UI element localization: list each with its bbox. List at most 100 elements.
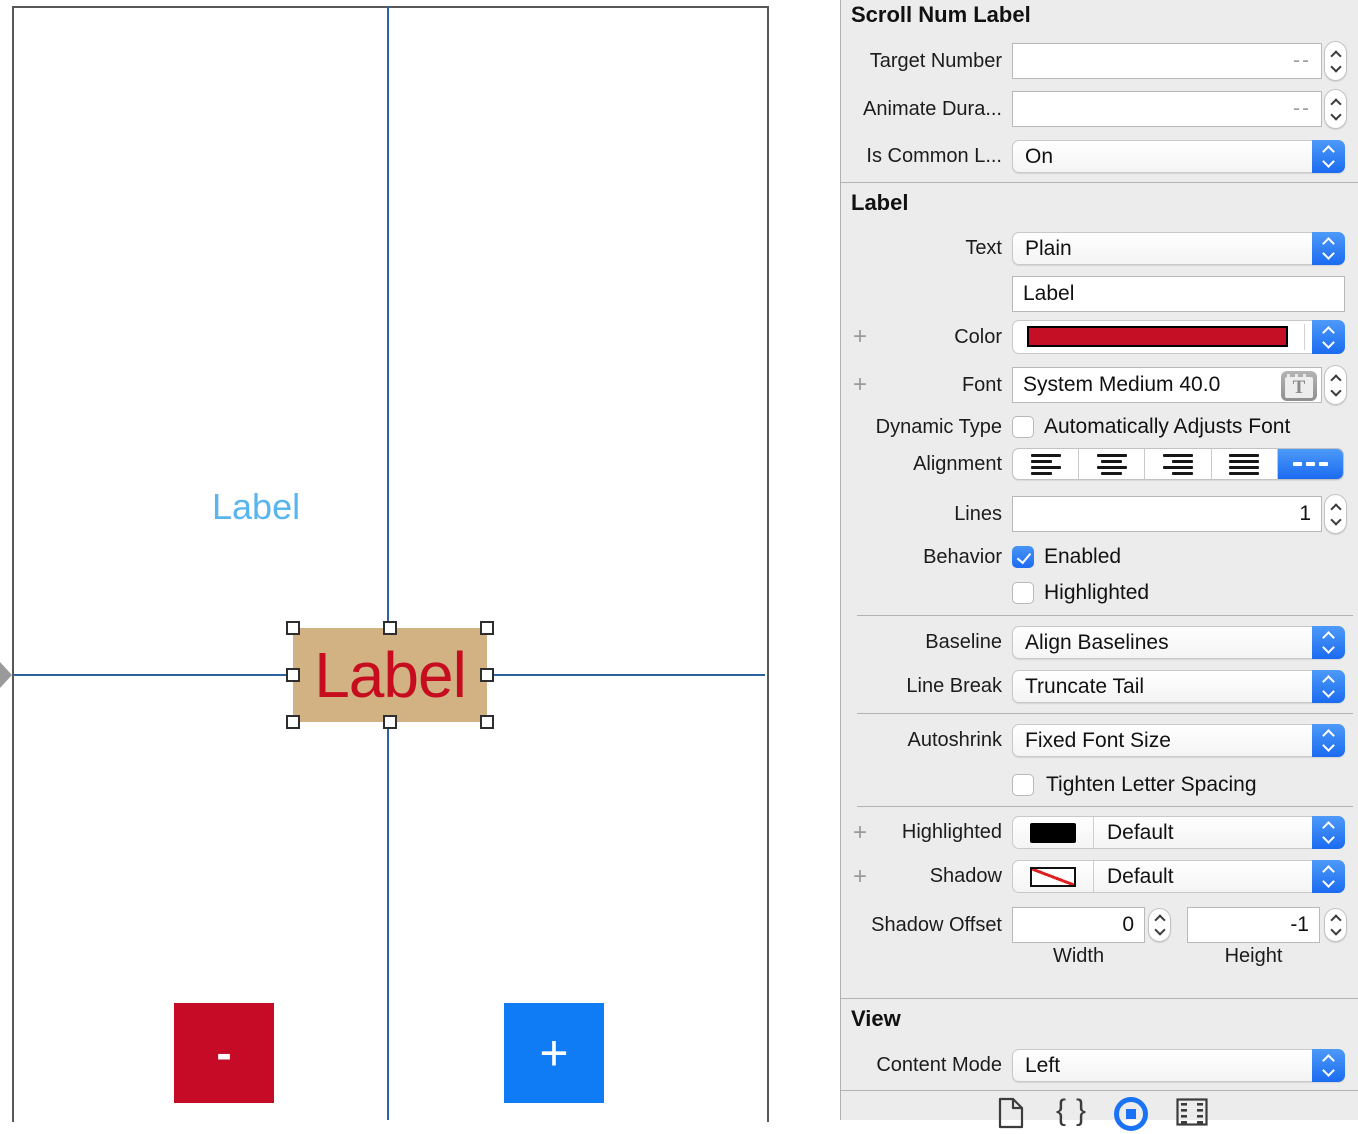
line-break-value: Truncate Tail — [1025, 674, 1145, 698]
font-picker-icon[interactable]: T — [1281, 371, 1317, 401]
stepper-down-icon — [1329, 513, 1342, 526]
text-type-value: Plain — [1025, 236, 1072, 260]
section-header-view: View — [851, 1006, 901, 1031]
stepper-up-icon — [1329, 97, 1342, 110]
shadow-offset-height-field[interactable] — [1187, 907, 1320, 943]
resize-handle-e[interactable] — [480, 668, 494, 682]
storyboard-canvas[interactable] — [12, 6, 769, 1122]
dropdown-chevrons-icon — [1312, 320, 1345, 354]
add-variation-button[interactable]: + — [853, 863, 868, 890]
content-mode-dropdown[interactable]: Left — [1012, 1049, 1345, 1082]
font-size-stepper[interactable] — [1324, 365, 1347, 405]
row-text: Text Plain — [841, 232, 1358, 265]
resize-handle-nw[interactable] — [286, 621, 300, 635]
canvas-arrow-icon — [0, 662, 12, 688]
canvas-ghost-label[interactable]: Label — [212, 486, 301, 527]
color-label: Color — [954, 326, 1002, 348]
stepper-down-icon — [1329, 60, 1342, 73]
label-text-field[interactable] — [1012, 276, 1345, 312]
resize-handle-s[interactable] — [383, 715, 397, 729]
row-line-break: Line Break Truncate Tail — [841, 670, 1358, 703]
size-inspector-icon[interactable] — [1176, 1098, 1208, 1131]
lines-label: Lines — [954, 503, 1002, 525]
add-variation-button[interactable]: + — [853, 323, 868, 350]
dynamic-type-checkbox-label: Automatically Adjusts Font — [1044, 415, 1291, 438]
stepper-down-icon — [1153, 924, 1166, 936]
alignment-label: Alignment — [913, 453, 1002, 475]
enabled-checkbox[interactable] — [1012, 546, 1034, 568]
align-right-icon[interactable] — [1145, 449, 1212, 479]
row-behavior-enabled: Behavior Enabled — [841, 545, 1358, 569]
lines-stepper[interactable] — [1324, 494, 1347, 534]
is-common-dropdown[interactable]: On — [1012, 140, 1345, 173]
selected-label-view[interactable]: Label — [286, 621, 494, 729]
dropdown-chevrons-icon — [1312, 816, 1345, 849]
highlighted-checkbox[interactable] — [1012, 582, 1034, 604]
row-animate-duration: Animate Dura... — [841, 89, 1358, 129]
color-well[interactable] — [1013, 861, 1094, 892]
section-divider — [841, 182, 1358, 183]
shadow-color-control[interactable]: Default — [1012, 860, 1345, 893]
minus-button[interactable]: - — [174, 1003, 274, 1103]
resize-handle-w[interactable] — [286, 668, 300, 682]
dropdown-chevrons-icon — [1312, 626, 1345, 659]
shadow-offset-width-field[interactable] — [1012, 907, 1145, 943]
black-swatch — [1030, 822, 1076, 843]
dropdown-chevrons-icon — [1312, 860, 1345, 893]
quick-help-icon[interactable]: { } — [1056, 1094, 1089, 1127]
file-inspector-icon[interactable] — [998, 1097, 1024, 1134]
row-tighten: Tighten Letter Spacing — [841, 773, 1358, 797]
dynamic-type-checkbox[interactable] — [1012, 416, 1034, 438]
align-justified-icon[interactable] — [1212, 449, 1278, 479]
animate-duration-stepper[interactable] — [1324, 89, 1347, 129]
lines-field[interactable] — [1012, 496, 1322, 532]
row-behavior-highlighted: Highlighted — [841, 581, 1358, 605]
text-type-dropdown[interactable]: Plain — [1012, 232, 1345, 265]
highlighted-color-control[interactable]: Default — [1012, 816, 1345, 849]
resize-handle-n[interactable] — [383, 621, 397, 635]
shadow-width-stepper[interactable] — [1148, 908, 1171, 942]
content-mode-value: Left — [1025, 1053, 1061, 1077]
section-header-custom: Scroll Num Label — [851, 2, 1031, 27]
highlighted-color-label: Highlighted — [901, 821, 1002, 843]
row-autoshrink: Autoshrink Fixed Font Size — [841, 724, 1358, 757]
clear-color-swatch — [1030, 866, 1076, 887]
row-target-number: Target Number — [841, 41, 1358, 81]
behavior-label: Behavior — [923, 546, 1002, 568]
row-shadow-color: + Shadow Default — [841, 860, 1358, 893]
text-color-well[interactable] — [1012, 320, 1345, 354]
line-break-label: Line Break — [906, 675, 1002, 697]
selected-label-text[interactable]: Label — [293, 628, 487, 722]
tighten-letter-spacing-checkbox[interactable] — [1012, 774, 1034, 796]
tighten-letter-spacing-label: Tighten Letter Spacing — [1046, 773, 1257, 796]
animate-duration-field[interactable] — [1012, 91, 1322, 127]
line-break-dropdown[interactable]: Truncate Tail — [1012, 670, 1345, 703]
alignment-segmented-control — [1012, 448, 1344, 480]
shadow-height-stepper[interactable] — [1324, 908, 1347, 942]
add-variation-button[interactable]: + — [853, 371, 868, 398]
row-is-common: Is Common L... On — [841, 140, 1358, 173]
resize-handle-ne[interactable] — [480, 621, 494, 635]
target-number-stepper[interactable] — [1324, 41, 1347, 81]
baseline-dropdown[interactable]: Align Baselines — [1012, 626, 1345, 659]
font-field[interactable]: T — [1012, 367, 1322, 403]
row-content-mode: Content Mode Left — [841, 1049, 1358, 1082]
color-well[interactable] — [1013, 817, 1094, 848]
align-left-icon[interactable] — [1013, 449, 1080, 479]
row-baseline: Baseline Align Baselines — [841, 626, 1358, 659]
plus-button[interactable]: + — [504, 1003, 604, 1103]
align-center-icon[interactable] — [1079, 449, 1146, 479]
stepper-up-icon — [1329, 373, 1342, 386]
add-variation-button[interactable]: + — [853, 819, 868, 846]
align-natural-icon[interactable] — [1277, 449, 1343, 479]
shadow-color-value: Default — [1107, 864, 1174, 888]
resize-handle-se[interactable] — [480, 715, 494, 729]
attributes-inspector-icon[interactable] — [1114, 1097, 1148, 1131]
target-number-field[interactable] — [1012, 43, 1322, 79]
target-number-label: Target Number — [869, 50, 1002, 72]
resize-handle-sw[interactable] — [286, 715, 300, 729]
divider — [1304, 324, 1305, 350]
autoshrink-value: Fixed Font Size — [1025, 728, 1171, 752]
dynamic-type-label: Dynamic Type — [875, 416, 1002, 438]
autoshrink-dropdown[interactable]: Fixed Font Size — [1012, 724, 1345, 757]
